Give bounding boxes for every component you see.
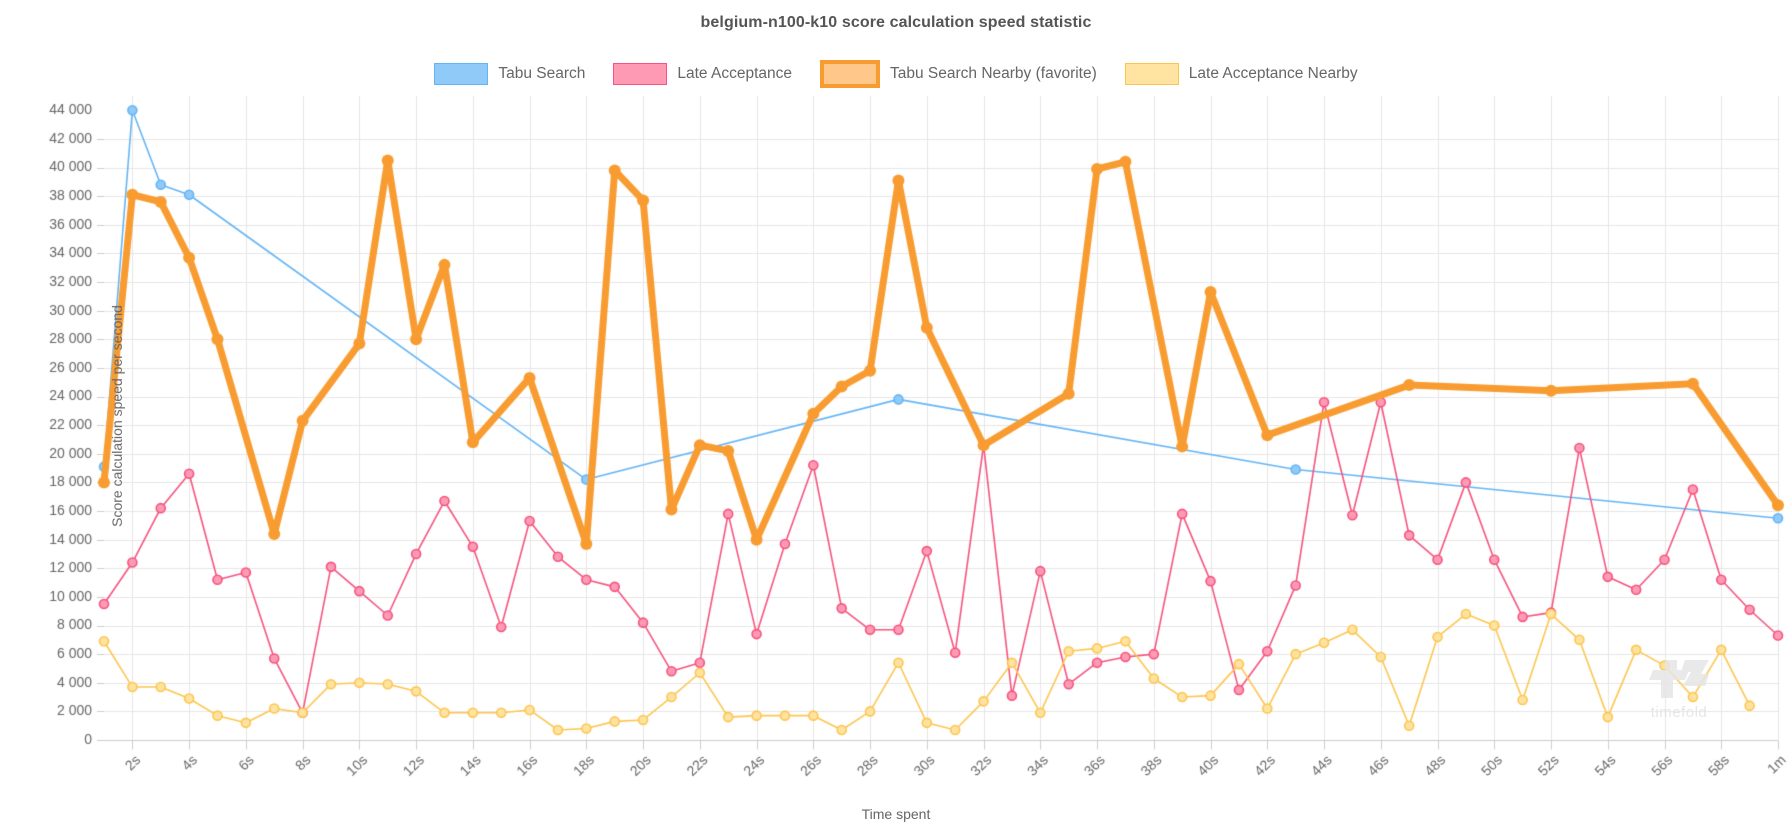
x-axis-title: Time spent <box>861 806 931 822</box>
y-axis-title: Score calculation speed per second <box>108 305 125 527</box>
